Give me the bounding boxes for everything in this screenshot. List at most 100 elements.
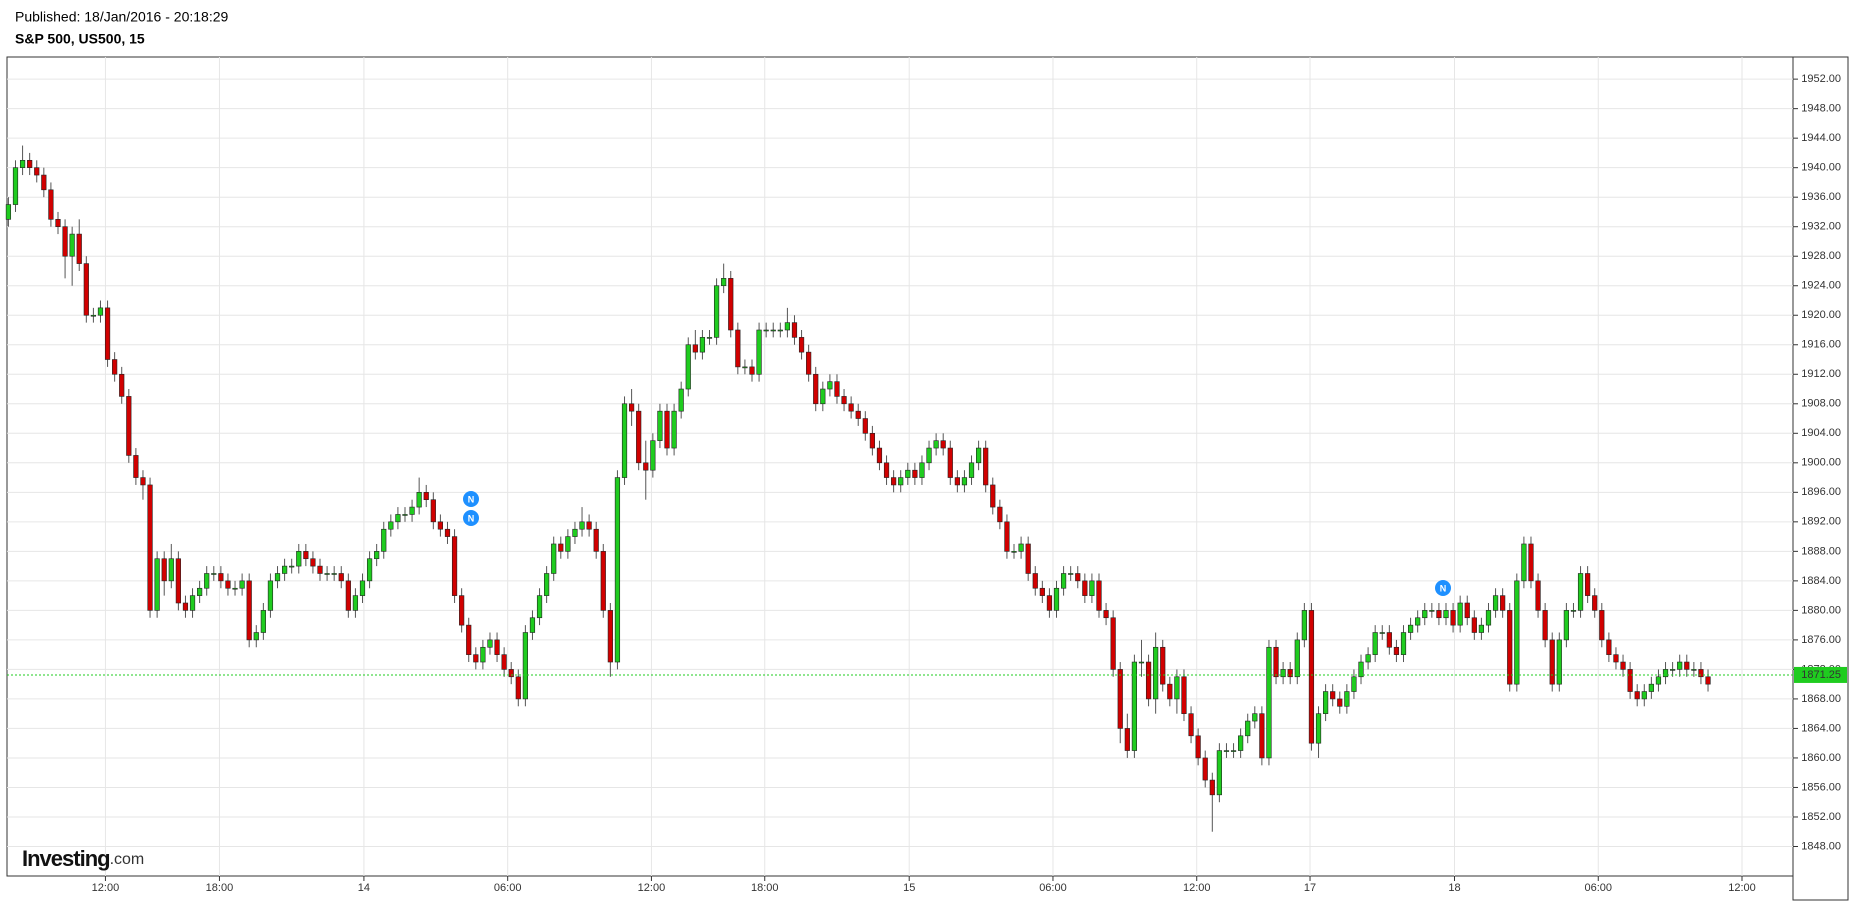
candle-body <box>834 381 840 397</box>
candle-body <box>678 388 684 412</box>
candle-body <box>990 484 996 508</box>
y-tick-label: 1944.00 <box>1801 132 1841 144</box>
candle-body <box>1167 683 1173 700</box>
candle-body <box>182 602 189 611</box>
candle-body <box>1308 610 1315 744</box>
candle-body <box>430 499 436 523</box>
candle-body <box>154 558 160 611</box>
candle-body <box>756 329 762 375</box>
candle-body <box>1393 646 1400 655</box>
candle-body <box>1386 632 1392 648</box>
candle-body <box>891 477 897 486</box>
candle-body <box>1287 669 1293 678</box>
candle-body <box>1606 639 1612 655</box>
candle-body <box>381 528 387 552</box>
candle-body <box>133 455 139 478</box>
candle-body <box>119 373 125 397</box>
candle-body <box>197 587 203 596</box>
candle-body <box>749 366 755 375</box>
candle-body <box>1613 654 1619 663</box>
y-tick-label: 1912.00 <box>1801 368 1841 380</box>
candle-body <box>253 632 259 641</box>
candle-body <box>1046 595 1053 611</box>
candle-body <box>820 388 826 405</box>
chart-subtitle: Published: 18/Jan/2016 - 20:18:29 <box>15 9 228 25</box>
news-icon[interactable] <box>463 510 479 526</box>
last-price-label: 1871.25 <box>1801 669 1841 681</box>
y-tick-label: 1936.00 <box>1801 191 1841 203</box>
candle-body <box>1004 521 1010 552</box>
candle-body <box>352 595 359 611</box>
candle-body <box>664 410 670 449</box>
x-tick-label: 12:00 <box>638 882 666 894</box>
candle-body <box>976 447 982 464</box>
y-tick-label: 1892.00 <box>1801 516 1841 528</box>
candle-body <box>501 654 507 670</box>
chart-title: S&P 500, US500, 15 <box>15 31 145 47</box>
candle-body <box>1379 632 1385 634</box>
candle-body <box>289 565 295 568</box>
candle-body <box>926 447 932 464</box>
candle-body <box>466 624 472 655</box>
candle-body <box>473 654 479 663</box>
candle-body <box>806 351 812 375</box>
candle-body <box>83 263 89 316</box>
news-icon[interactable] <box>1435 580 1451 596</box>
candle-body <box>1266 646 1272 759</box>
candle-body <box>1117 669 1123 729</box>
candle-body <box>1252 713 1258 722</box>
candle-body <box>544 573 550 596</box>
y-tick-label: 1948.00 <box>1801 103 1841 115</box>
candle-body <box>1691 669 1697 671</box>
candle-body <box>147 484 153 611</box>
y-tick-label: 1940.00 <box>1801 162 1841 174</box>
candles <box>5 145 1711 832</box>
candle-body <box>1089 580 1095 596</box>
candle-body <box>1641 691 1647 700</box>
candle-body <box>855 410 861 419</box>
candle-body <box>1039 587 1045 596</box>
y-tick-label: 1864.00 <box>1801 722 1841 734</box>
candle-body <box>713 285 720 338</box>
candle-body <box>444 528 451 537</box>
candle-body <box>1464 602 1470 619</box>
candle-body <box>1450 610 1456 626</box>
candle-body <box>1698 669 1704 678</box>
candle-body <box>1705 676 1711 685</box>
candle-body <box>1577 573 1584 611</box>
candle-body <box>508 669 514 678</box>
y-tick-label: 1896.00 <box>1801 486 1841 498</box>
candle-body <box>480 646 486 663</box>
candle-body <box>721 278 727 287</box>
candle-body <box>1422 610 1428 619</box>
candle-body <box>1103 610 1109 619</box>
candle-body <box>1670 669 1676 671</box>
candle-body <box>1599 610 1605 641</box>
candle-body <box>41 174 47 191</box>
candle-body <box>1528 543 1534 582</box>
y-tick-label: 1952.00 <box>1801 73 1841 85</box>
candle-body <box>168 558 174 582</box>
y-tick-label: 1904.00 <box>1801 427 1841 439</box>
candle-body <box>112 359 118 375</box>
candle-body <box>1223 750 1230 752</box>
candle-body <box>1351 676 1357 692</box>
candle-body <box>437 521 444 530</box>
price-axis-frame <box>1792 56 1849 901</box>
candle-body <box>388 521 394 530</box>
candle-body <box>126 396 132 456</box>
candle-body <box>657 410 663 441</box>
candle-body <box>1230 750 1237 752</box>
candle-body <box>636 410 642 464</box>
candle-body <box>841 396 847 405</box>
candle-body <box>706 337 713 339</box>
y-tick-label: 1932.00 <box>1801 221 1841 233</box>
news-icon[interactable] <box>463 491 479 507</box>
candle-body <box>451 536 458 596</box>
candle-body <box>600 551 606 611</box>
candle-body <box>961 477 968 486</box>
candle-body <box>742 366 748 369</box>
candle-body <box>770 329 776 332</box>
candle-body <box>225 580 231 589</box>
